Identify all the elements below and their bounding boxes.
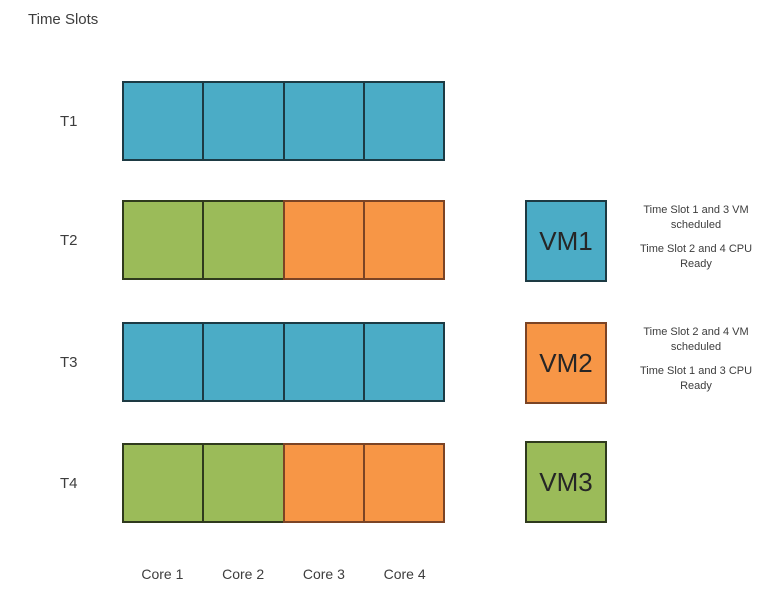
grid-cell-t1-core1 [122, 81, 205, 161]
grid-cell-t3-core2 [202, 322, 285, 402]
core-label-1: Core 1 [141, 566, 184, 582]
core-axis-labels: Core 1 Core 2 Core 3 Core 4 [122, 566, 445, 582]
row-label-t3: T3 [60, 353, 78, 371]
diagram-title: Time Slots [28, 11, 99, 28]
legend-vm1-notes: Time Slot 1 and 3 VM scheduled Time Slot… [626, 203, 766, 280]
time-slot-row-t3: T3 [60, 322, 445, 402]
legend-vm3-box: VM3 [525, 441, 607, 523]
grid-cell-t2-core4 [362, 200, 445, 280]
legend-vm2-box: VM2 [525, 322, 607, 404]
vm1-note-scheduled: Time Slot 1 and 3 VM scheduled [643, 204, 749, 231]
core-label-3: Core 3 [302, 566, 345, 582]
time-slot-row-t4: T4 [60, 443, 445, 523]
grid-cell-t4-core3 [282, 443, 365, 523]
grid-cell-t1-core2 [202, 81, 285, 161]
row-label-t2: T2 [60, 231, 78, 249]
time-slot-row-t2: T2 [60, 200, 445, 280]
row-label-t1: T1 [60, 112, 78, 130]
grid-cell-t3-core4 [362, 322, 445, 402]
legend-vm1-label: VM1 [539, 225, 593, 256]
legend-vm2-label: VM2 [539, 347, 593, 378]
legend-vm3-label: VM3 [539, 466, 593, 497]
core-label-4: Core 4 [383, 566, 426, 582]
vm2-note-cpu-ready: Time Slot 1 and 3 CPU Ready [639, 364, 753, 392]
grid-cell-t3-core3 [282, 322, 365, 402]
vm1-note-cpu-ready: Time Slot 2 and 4 CPU Ready [639, 242, 753, 270]
grid-cell-t2-core2 [202, 200, 285, 280]
legend-vm2-notes: Time Slot 2 and 4 VM scheduled Time Slot… [626, 325, 766, 402]
grid-cell-t4-core1 [122, 443, 205, 523]
grid-cell-t4-core4 [362, 443, 445, 523]
row-label-t4: T4 [60, 474, 78, 492]
vm2-note-scheduled: Time Slot 2 and 4 VM scheduled [643, 326, 749, 353]
grid-cell-t3-core1 [122, 322, 205, 402]
grid-cell-t1-core3 [282, 81, 365, 161]
legend-vm1-box: VM1 [525, 200, 607, 282]
time-slot-row-t1: T1 [60, 81, 445, 161]
grid-cell-t4-core2 [202, 443, 285, 523]
grid-cell-t1-core4 [362, 81, 445, 161]
grid-cell-t2-core1 [122, 200, 205, 280]
core-label-2: Core 2 [222, 566, 265, 582]
grid-cell-t2-core3 [282, 200, 365, 280]
